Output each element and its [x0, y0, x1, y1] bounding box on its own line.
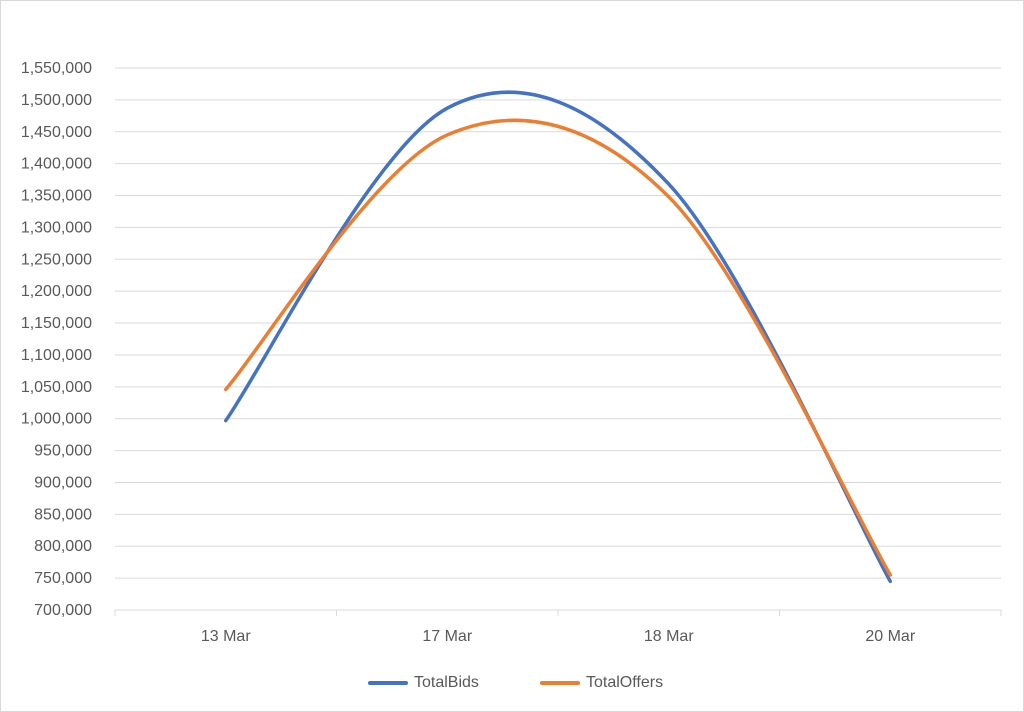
series-line-totaloffers: [224, 118, 892, 577]
y-tick-label: 1,000,000: [21, 411, 92, 428]
legend-label-totalbids: TotalBids: [414, 674, 479, 691]
y-tick-label: 900,000: [34, 474, 92, 491]
y-tick-label: 1,100,000: [21, 347, 92, 364]
legend: TotalBids TotalOffers: [0, 668, 1024, 698]
legend-swatch-totaloffers: [540, 681, 580, 685]
series-line-totalbids: [224, 90, 892, 584]
legend-item-totalbids: TotalBids: [368, 668, 479, 698]
y-tick-label: 850,000: [34, 506, 92, 523]
y-tick-label: 1,300,000: [21, 219, 92, 236]
y-tick-label: 800,000: [34, 538, 92, 555]
y-tick-label: 1,500,000: [21, 92, 92, 109]
x-tick-label: 13 Mar: [201, 628, 251, 645]
x-tick-label: 20 Mar: [865, 628, 915, 645]
series-lines: [224, 90, 892, 584]
y-tick-label: 1,050,000: [21, 379, 92, 396]
y-tick-label: 700,000: [34, 602, 92, 619]
y-tick-label: 1,550,000: [21, 60, 92, 77]
legend-item-totaloffers: TotalOffers: [540, 668, 663, 698]
x-tick-label: 17 Mar: [422, 628, 472, 645]
gridlines: [115, 67, 1001, 579]
y-tick-label: 950,000: [34, 443, 92, 460]
y-tick-label: 1,200,000: [21, 283, 92, 300]
y-tick-label: 1,350,000: [21, 188, 92, 205]
y-tick-label: 750,000: [34, 570, 92, 587]
legend-swatch-totalbids: [368, 681, 408, 685]
x-tick-label: 18 Mar: [644, 628, 694, 645]
y-tick-label: 1,450,000: [21, 124, 92, 141]
y-tick-label: 1,250,000: [21, 251, 92, 268]
y-tick-label: 1,150,000: [21, 315, 92, 332]
y-tick-label: 1,400,000: [21, 156, 92, 173]
axes: 700,000 750,000 800,000 850,000 900,000 950,0…: [21, 60, 1002, 645]
legend-label-totaloffers: TotalOffers: [586, 674, 664, 691]
